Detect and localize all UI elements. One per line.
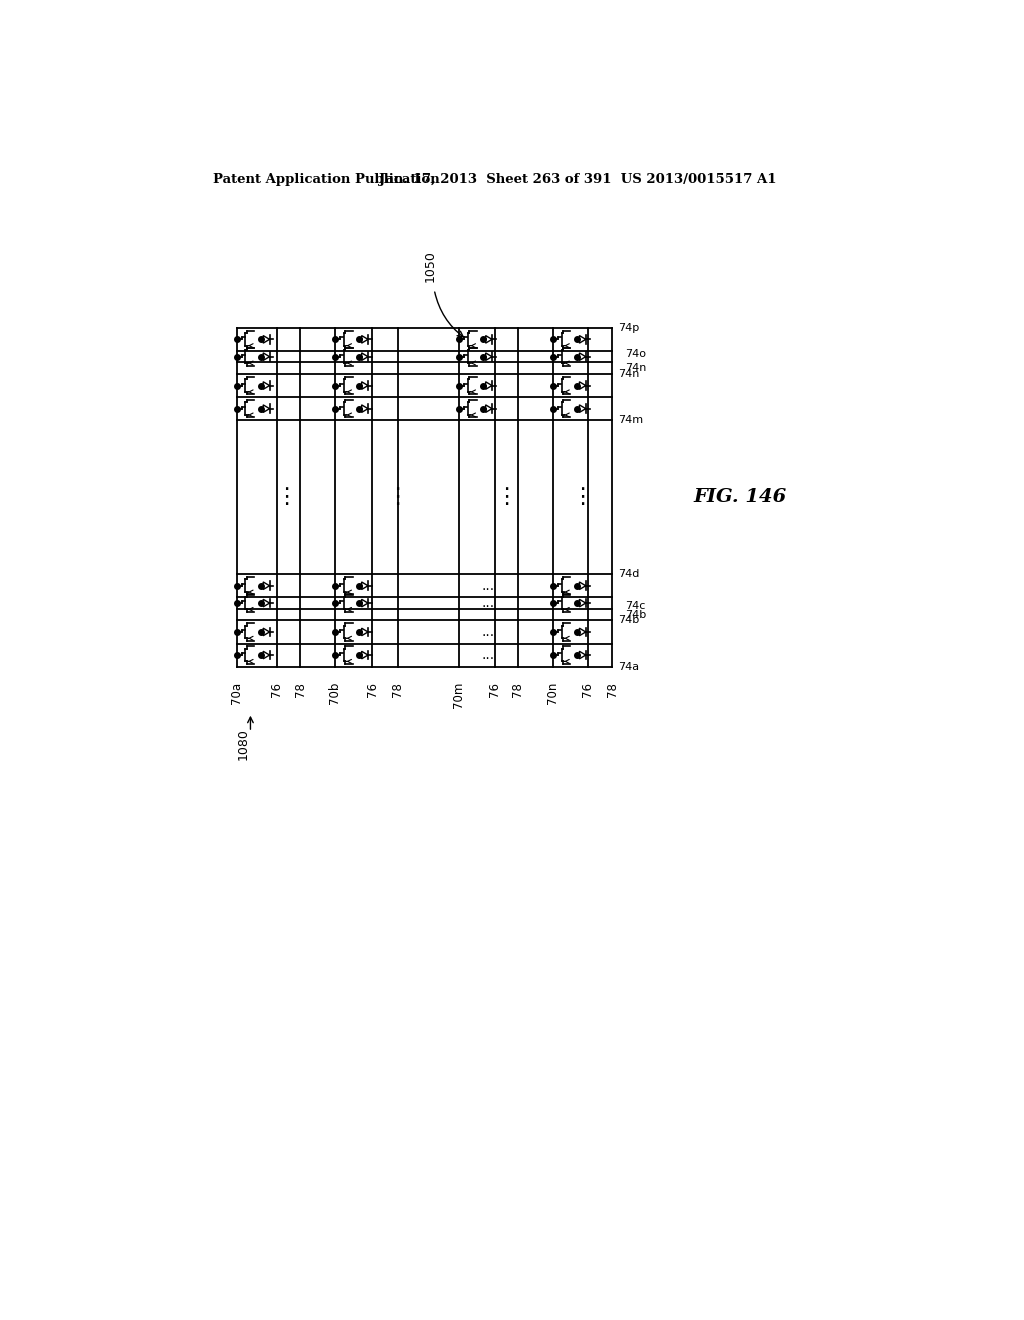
Text: 76: 76 xyxy=(270,682,284,697)
Text: 78: 78 xyxy=(511,682,524,697)
Text: 70a: 70a xyxy=(230,682,243,704)
Text: ...: ... xyxy=(482,648,495,663)
Text: ...: ... xyxy=(482,624,495,639)
Text: ⋮: ⋮ xyxy=(495,487,517,507)
Text: 74m: 74m xyxy=(618,416,644,425)
Text: 76: 76 xyxy=(488,682,501,697)
Text: 74c: 74c xyxy=(625,601,645,611)
Text: 74n: 74n xyxy=(625,363,646,374)
Text: 78: 78 xyxy=(391,682,404,697)
Text: 74d: 74d xyxy=(618,569,640,579)
Text: 76: 76 xyxy=(581,682,594,697)
Text: ...: ... xyxy=(482,578,495,593)
Text: ⋮: ⋮ xyxy=(274,487,297,507)
Text: 78: 78 xyxy=(606,682,618,697)
Text: 74p: 74p xyxy=(618,323,640,333)
Text: 74b: 74b xyxy=(625,610,646,619)
Text: 76: 76 xyxy=(366,682,379,697)
Text: Jan. 17, 2013  Sheet 263 of 391  US 2013/0015517 A1: Jan. 17, 2013 Sheet 263 of 391 US 2013/0… xyxy=(379,173,776,186)
Text: FIG. 146: FIG. 146 xyxy=(693,488,787,506)
Text: 74a: 74a xyxy=(618,661,640,672)
Text: 1050: 1050 xyxy=(424,249,437,281)
Text: 70b: 70b xyxy=(329,682,341,705)
Text: 70n: 70n xyxy=(546,682,559,705)
Text: 78: 78 xyxy=(294,682,306,697)
Text: 74b: 74b xyxy=(618,615,640,626)
Text: 70m: 70m xyxy=(453,682,466,709)
Text: ⋮: ⋮ xyxy=(386,487,408,507)
Text: Patent Application Publication: Patent Application Publication xyxy=(213,173,440,186)
Text: 74o: 74o xyxy=(625,348,646,359)
Text: 1080: 1080 xyxy=(237,729,249,760)
Text: ⋮: ⋮ xyxy=(571,487,594,507)
Text: ...: ... xyxy=(482,597,495,610)
Text: 74n: 74n xyxy=(618,370,640,379)
